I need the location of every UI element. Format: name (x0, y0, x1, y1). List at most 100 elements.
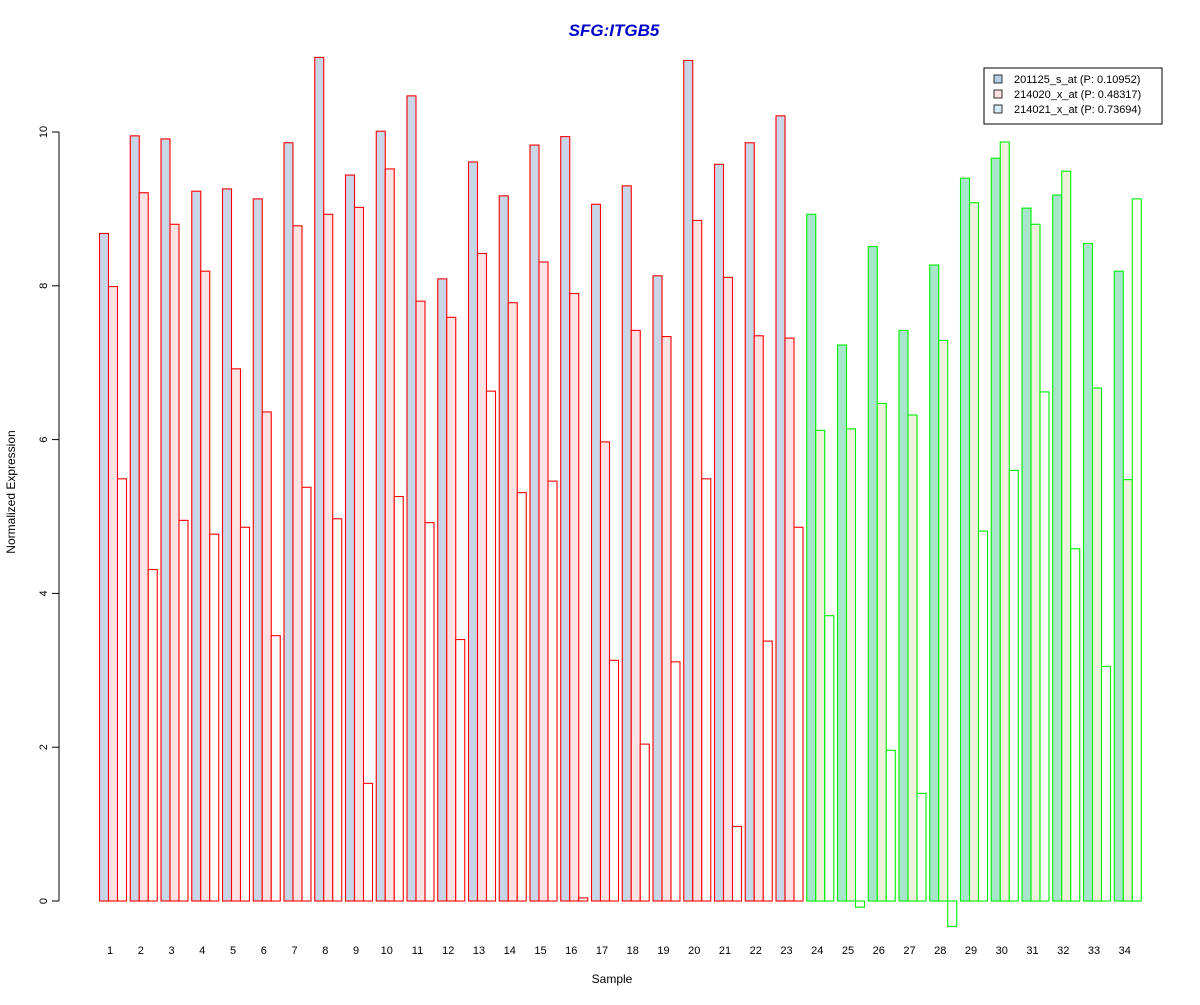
bar-series-1 (867, 246, 878, 902)
y-tick-label: 2 (38, 744, 50, 750)
legend-box (983, 67, 1163, 125)
x-tick-label: 8 (322, 945, 328, 957)
bar-series-3 (209, 533, 220, 902)
bar-series-3 (731, 825, 743, 902)
bar-series-2 (261, 411, 272, 902)
bar-series-2 (138, 192, 149, 902)
x-tick-labels: 1 2 3 4 5 6 7 8 9 10 11 12 13 14 15 16 17 18 19 20 21 22 23 24 2… (107, 945, 1131, 957)
bar-series-2 (200, 270, 211, 902)
x-tick-label: 4 (199, 945, 205, 957)
bar-series-3 (762, 640, 773, 902)
x-tick-label: 18 (627, 945, 639, 957)
bar-series-1 (1082, 242, 1094, 902)
x-tick-label: 6 (261, 945, 267, 957)
bar-series-3 (1070, 548, 1081, 902)
bar-series-1 (1052, 194, 1063, 902)
bar-series-3 (239, 526, 251, 902)
x-tick-label: 22 (750, 945, 762, 957)
bar-series-1 (498, 195, 509, 902)
bar-series-2 (476, 252, 488, 902)
bar-series-1 (375, 130, 386, 902)
bar-series-2 (107, 286, 119, 902)
bar-series-2 (1091, 387, 1103, 902)
bar-series-3 (332, 518, 343, 902)
bar-series-2 (599, 441, 611, 902)
legend-swatch (993, 89, 1003, 99)
bar-series-3 (854, 900, 866, 908)
x-tick-label: 20 (688, 945, 700, 957)
bars (98, 56, 1142, 927)
bar-series-2 (569, 292, 580, 902)
bar-series-2 (538, 261, 549, 902)
bar-series-1 (467, 161, 479, 902)
bar-series-2 (722, 276, 734, 902)
bar-series-3 (455, 638, 466, 902)
bar-series-1 (959, 177, 971, 902)
x-tick-label: 3 (168, 945, 174, 957)
x-tick-label: 25 (842, 945, 854, 957)
bar-series-3 (885, 749, 896, 902)
legend-swatch (993, 104, 1003, 114)
x-tick-label: 23 (780, 945, 792, 957)
legend-label: 214021_x_at (P: 0.73694) (1014, 104, 1141, 116)
bar-series-1 (283, 142, 294, 902)
y-tick-label: 0 (38, 898, 50, 904)
x-tick-label: 27 (903, 945, 915, 957)
legend-label: 201125_s_at (P: 0.10952) (1014, 74, 1140, 86)
bar-series-2 (292, 225, 303, 902)
bar-series-3 (701, 478, 712, 902)
bar-series-3 (516, 492, 527, 902)
x-tick-label: 2 (138, 945, 144, 957)
x-tick-label: 21 (719, 945, 731, 957)
y-axis-title: Normalized Expression (4, 430, 18, 553)
x-tick-label: 1 (107, 945, 113, 957)
bar-series-2 (907, 414, 918, 902)
bar-series-3 (1039, 391, 1050, 902)
bar-series-1 (406, 95, 417, 902)
bar-series-1 (836, 344, 848, 902)
bar-series-3 (393, 495, 404, 902)
bar-series-3 (578, 897, 589, 902)
legend: 201125_s_at (P: 0.10952) 214020_x_at (P: … (983, 67, 1163, 125)
bar-series-2 (630, 329, 641, 902)
x-tick-label: 26 (873, 945, 885, 957)
x-tick-label: 5 (230, 945, 236, 957)
bar-series-2 (323, 213, 334, 902)
bar-series-3 (977, 530, 989, 902)
bar-series-2 (507, 302, 518, 902)
bar-series-1 (683, 59, 694, 902)
bar-series-1 (437, 278, 448, 902)
bar-series-3 (547, 480, 558, 902)
bar-series-3 (1008, 469, 1019, 902)
y-tick-label: 8 (38, 283, 50, 289)
bar-series-2 (815, 429, 826, 902)
bar-series-1 (98, 232, 110, 902)
bar-series-1 (713, 163, 725, 902)
bar-series-1 (806, 213, 817, 902)
bar-series-1 (1021, 207, 1032, 902)
bar-series-2 (938, 339, 949, 902)
y-tick-label: 4 (38, 590, 50, 596)
bar-series-2 (415, 300, 426, 902)
x-tick-label: 29 (965, 945, 977, 957)
bar-series-1 (344, 174, 356, 902)
bar-series-1 (129, 135, 140, 902)
bar-series-1 (314, 56, 325, 902)
bar-series-2 (1061, 170, 1072, 902)
bar-series-3 (793, 526, 804, 902)
bar-series-2 (968, 202, 980, 902)
x-tick-label: 11 (412, 945, 423, 957)
bar-series-1 (652, 275, 663, 902)
bar-series-1 (529, 144, 540, 902)
bar-series-1 (929, 264, 940, 902)
x-tick-label: 10 (381, 945, 393, 957)
x-tick-label: 13 (473, 945, 485, 957)
bar-series-1 (191, 190, 202, 902)
bar-series-3 (116, 478, 128, 902)
x-tick-label: 34 (1119, 945, 1131, 957)
bar-series-2 (384, 168, 395, 902)
bar-series-1 (590, 203, 602, 902)
bar-series-2 (692, 219, 703, 902)
